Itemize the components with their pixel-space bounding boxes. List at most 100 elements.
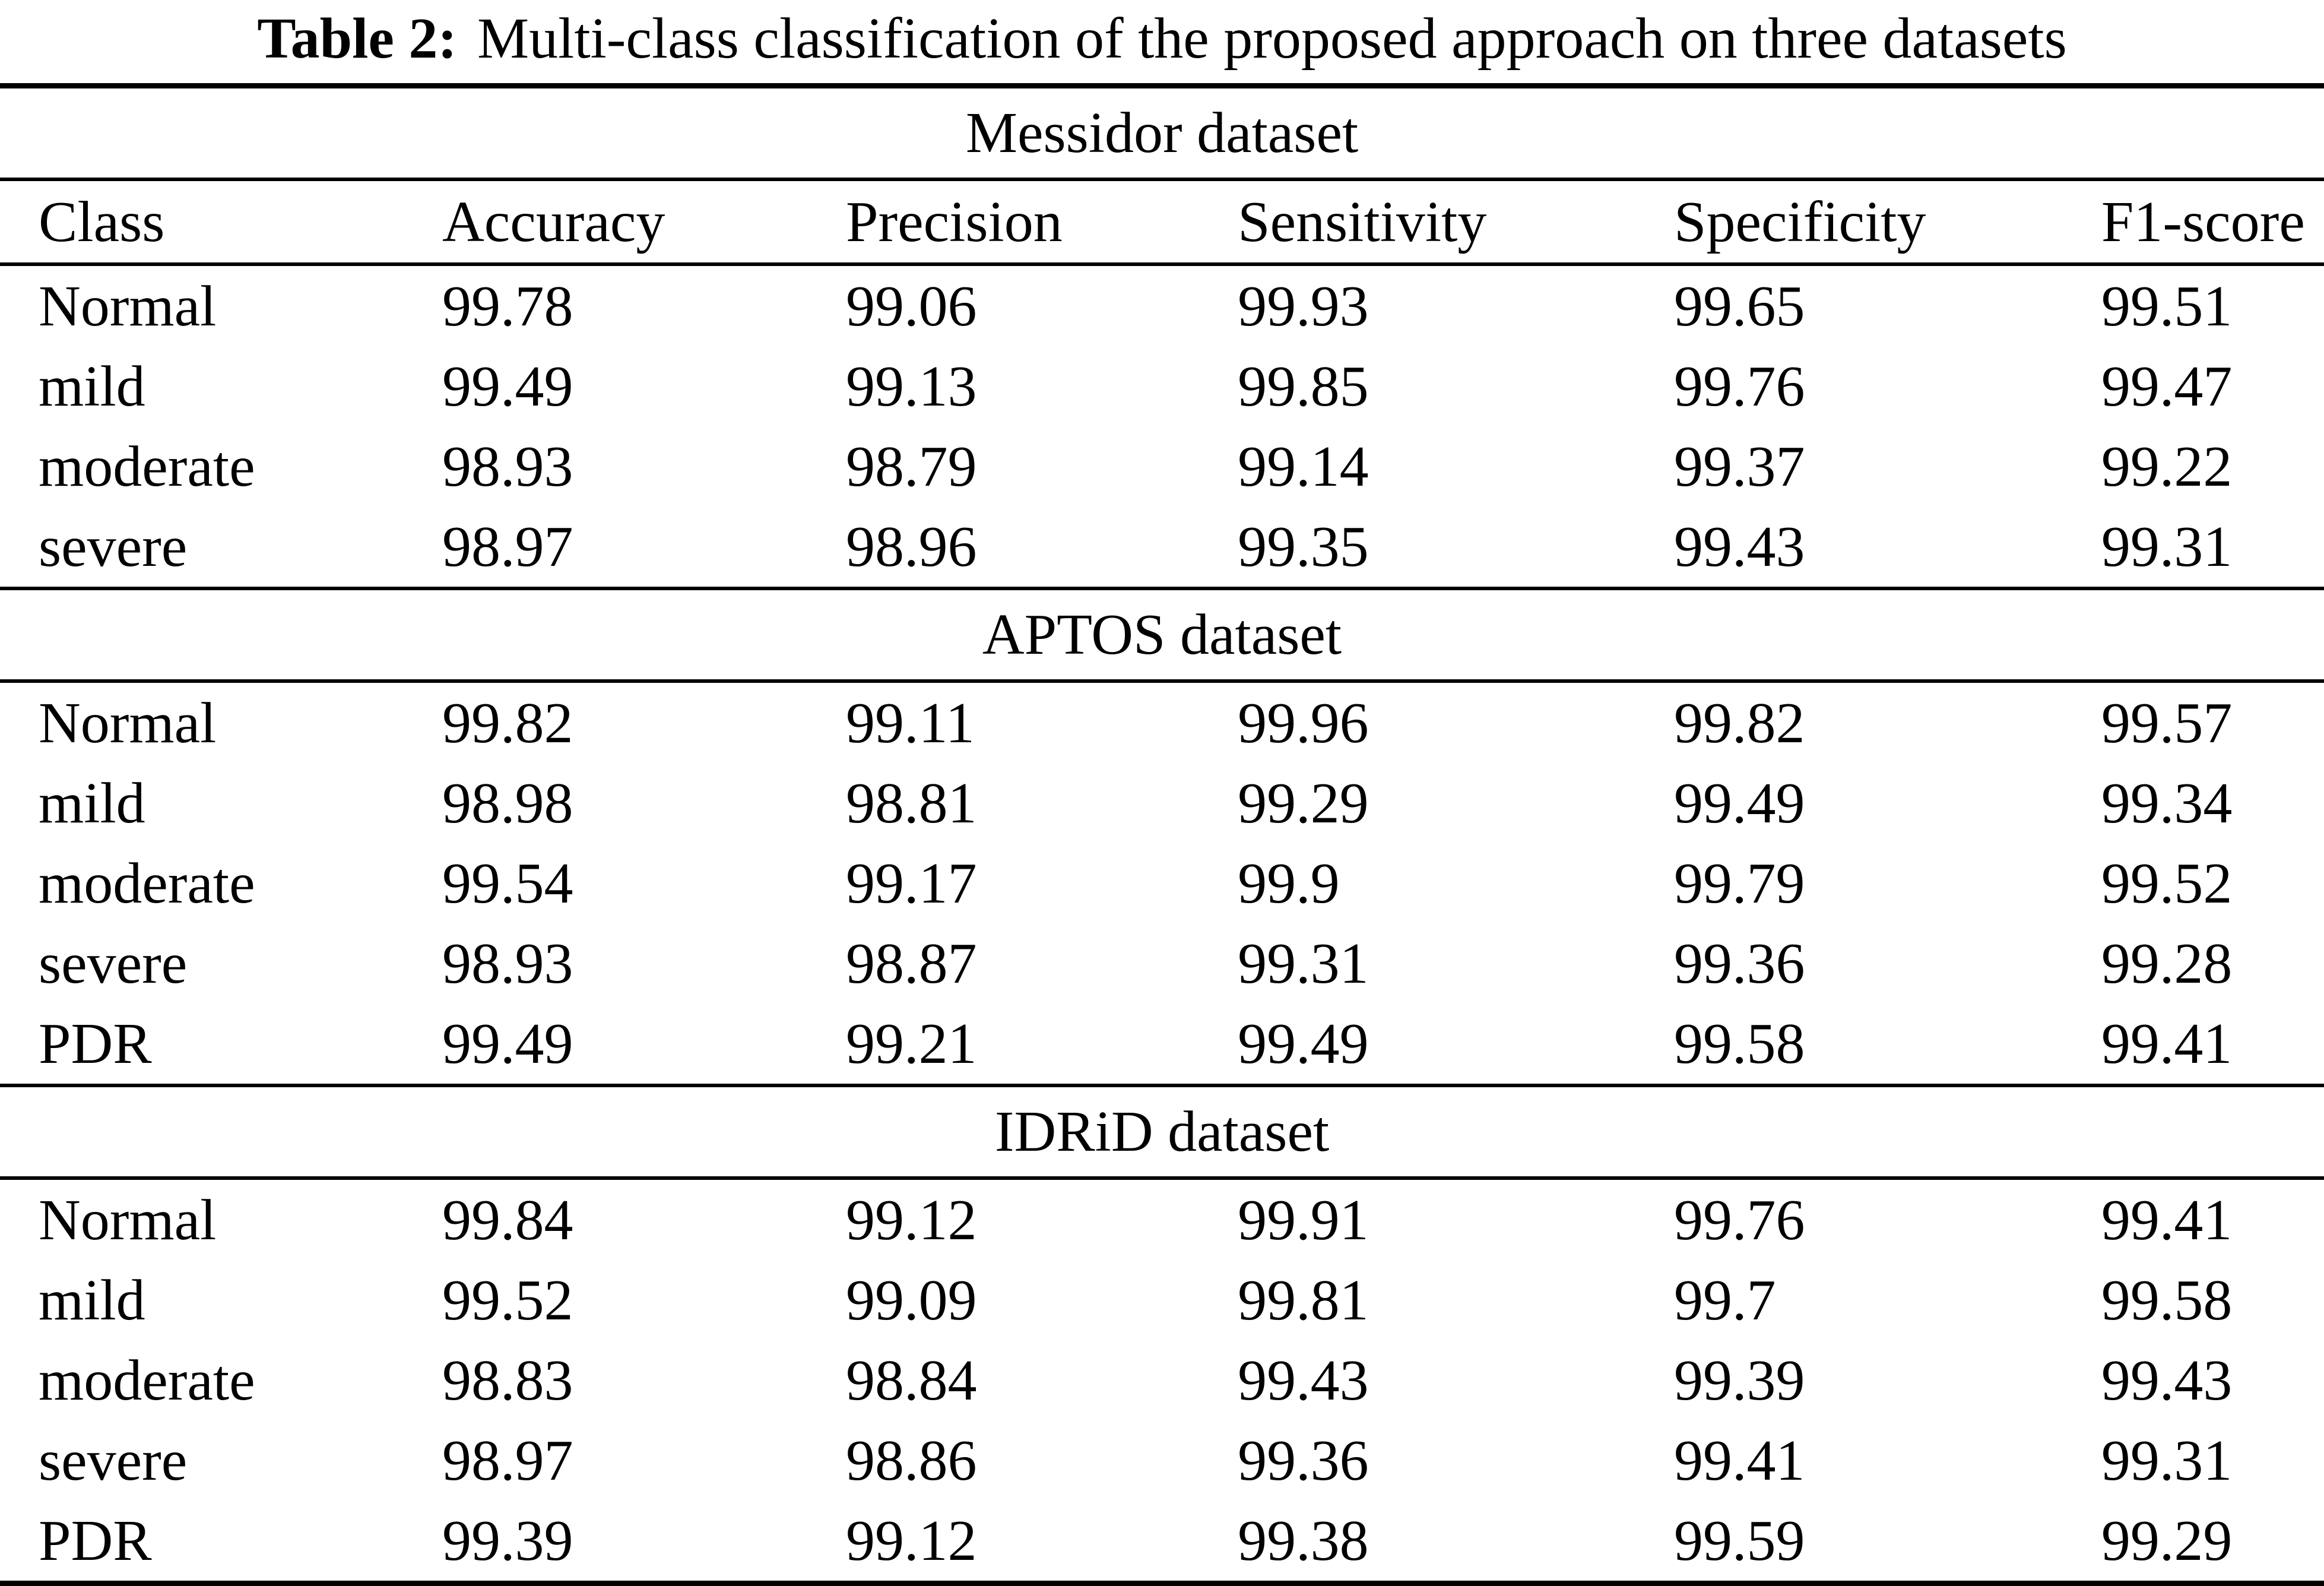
value-cell: 99.49	[442, 1011, 573, 1076]
value-cell: 99.09	[846, 1268, 977, 1332]
class-cell: mild	[39, 771, 145, 835]
class-cell: moderate	[39, 434, 255, 499]
value-cell: 99.52	[2101, 851, 2233, 916]
section-header-row: APTOS dataset	[0, 587, 2324, 683]
value-cell: 99.96	[1238, 691, 1369, 755]
class-cell: mild	[39, 1268, 145, 1332]
value-cell: 99.51	[2101, 274, 2233, 338]
value-cell: 99.78	[442, 274, 573, 338]
value-cell: 99.35	[1238, 514, 1369, 579]
value-cell: 99.82	[442, 691, 573, 755]
class-cell: severe	[39, 514, 188, 579]
class-cell: Normal	[39, 691, 217, 755]
value-cell: 99.12	[846, 1508, 977, 1573]
table-row: PDR 99.49 99.21 99.49 99.58 99.41	[0, 1003, 2324, 1085]
value-cell: 99.31	[1238, 931, 1369, 996]
column-header-3: Sensitivity	[1238, 179, 1674, 266]
class-cell: Normal	[39, 1188, 217, 1252]
value-cell: 99.31	[2101, 514, 2233, 579]
value-cell: 99.43	[1238, 1348, 1369, 1413]
value-cell: 99.81	[1238, 1268, 1369, 1332]
class-cell: Normal	[39, 274, 217, 338]
value-cell: 98.96	[846, 514, 977, 579]
results-table-body: Messidor dataset Class Accuracy Precision Se…	[0, 84, 2324, 1584]
section-title: IDRiD dataset	[0, 1084, 2324, 1180]
value-cell: 99.36	[1238, 1428, 1369, 1493]
table-row: mild 99.49 99.13 99.85 99.76 99.47	[0, 346, 2324, 426]
class-cell: PDR	[39, 1011, 152, 1076]
class-cell: moderate	[39, 851, 255, 916]
class-cell: severe	[39, 1428, 188, 1493]
value-cell: 99.41	[2101, 1011, 2233, 1076]
value-cell: 99.11	[846, 691, 975, 755]
column-header-4: Specificity	[1673, 179, 2101, 266]
value-cell: 98.97	[442, 1428, 573, 1493]
value-cell: 99.22	[2101, 434, 2233, 499]
table-caption-label: Table 2:	[257, 7, 457, 71]
value-cell: 98.87	[846, 931, 977, 996]
value-cell: 98.84	[846, 1348, 977, 1413]
value-cell: 99.54	[442, 851, 573, 916]
class-cell: moderate	[39, 1348, 255, 1413]
value-cell: 99.7	[1673, 1268, 1776, 1332]
class-cell: mild	[39, 354, 145, 419]
table-caption: Table 2: Multi-class classification of th…	[0, 0, 2324, 83]
table-row: mild 99.52 99.09 99.81 99.7 99.58	[0, 1260, 2324, 1340]
table-row: moderate 99.54 99.17 99.9 99.79 99.52	[0, 843, 2324, 923]
value-cell: 99.29	[2101, 1508, 2233, 1573]
value-cell: 99.58	[2101, 1268, 2233, 1332]
value-cell: 99.91	[1238, 1188, 1369, 1252]
value-cell: 99.93	[1238, 274, 1369, 338]
value-cell: 99.65	[1673, 274, 1805, 338]
value-cell: 98.97	[442, 514, 573, 579]
value-cell: 99.28	[2101, 931, 2233, 996]
table-caption-text: Multi-class classification of the propos…	[477, 7, 2067, 71]
value-cell: 99.43	[1673, 514, 1805, 579]
value-cell: 99.36	[1673, 931, 1805, 996]
value-cell: 99.39	[1673, 1348, 1805, 1413]
class-cell: severe	[39, 931, 188, 996]
value-cell: 99.21	[846, 1011, 977, 1076]
table-row: mild 98.98 98.81 99.29 99.49 99.34	[0, 763, 2324, 843]
value-cell: 98.98	[442, 771, 573, 835]
value-cell: 99.57	[2101, 691, 2233, 755]
table-row: moderate 98.83 98.84 99.43 99.39 99.43	[0, 1340, 2324, 1420]
column-header-1: Accuracy	[442, 179, 846, 266]
value-cell: 99.37	[1673, 434, 1805, 499]
value-cell: 99.79	[1673, 851, 1805, 916]
value-cell: 99.14	[1238, 434, 1369, 499]
column-header-0: Class	[0, 179, 443, 266]
value-cell: 99.39	[442, 1508, 573, 1573]
value-cell: 99.34	[2101, 771, 2233, 835]
value-cell: 99.49	[442, 354, 573, 419]
table-row: Normal 99.84 99.12 99.91 99.76 99.41	[0, 1178, 2324, 1260]
value-cell: 99.9	[1238, 851, 1340, 916]
value-cell: 99.43	[2101, 1348, 2233, 1413]
value-cell: 99.41	[1673, 1428, 1805, 1493]
value-cell: 99.38	[1238, 1508, 1369, 1573]
column-header-row: Class Accuracy Precision Sensitivity Specifi…	[0, 179, 2324, 266]
value-cell: 98.93	[442, 434, 573, 499]
value-cell: 99.84	[442, 1188, 573, 1252]
section-title: Messidor dataset	[0, 84, 2324, 181]
value-cell: 99.12	[846, 1188, 977, 1252]
value-cell: 99.76	[1673, 354, 1805, 419]
column-header-5: F1-score	[2101, 179, 2324, 266]
value-cell: 98.83	[442, 1348, 573, 1413]
value-cell: 99.58	[1673, 1011, 1805, 1076]
value-cell: 99.31	[2101, 1428, 2233, 1493]
value-cell: 99.29	[1238, 771, 1369, 835]
table-row: severe 98.93 98.87 99.31 99.36 99.28	[0, 923, 2324, 1003]
value-cell: 99.47	[2101, 354, 2233, 419]
column-header-2: Precision	[846, 179, 1238, 266]
value-cell: 99.59	[1673, 1508, 1805, 1573]
section-header-row: IDRiD dataset	[0, 1084, 2324, 1180]
value-cell: 99.41	[2101, 1188, 2233, 1252]
table-row: severe 98.97 98.96 99.35 99.43 99.31	[0, 506, 2324, 588]
table-row: severe 98.97 98.86 99.36 99.41 99.31	[0, 1420, 2324, 1500]
value-cell: 99.52	[442, 1268, 573, 1332]
table-row: PDR 99.39 99.12 99.38 99.59 99.29	[0, 1500, 2324, 1584]
value-cell: 99.06	[846, 274, 977, 338]
value-cell: 98.86	[846, 1428, 977, 1493]
value-cell: 98.93	[442, 931, 573, 996]
